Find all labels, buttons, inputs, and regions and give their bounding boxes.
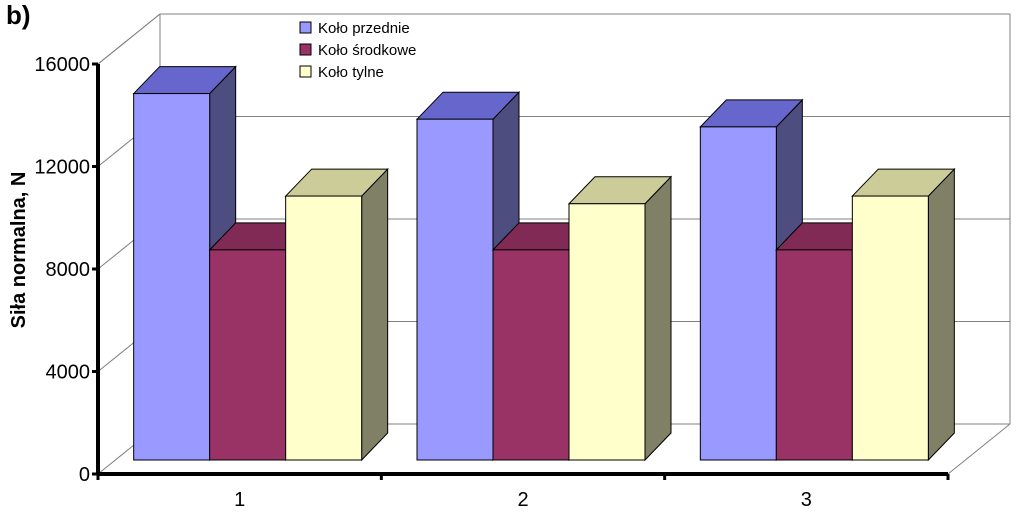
bar [209,249,287,461]
bar-side [927,167,955,462]
tick-labels: 0 4000 8000 12000 16000 1 2 3 [34,54,812,511]
x-tick-label: 2 [517,489,528,511]
y-axis-title: Siła normalna, N [8,172,30,329]
bar [416,118,494,461]
legend: Koło przednie Koło środkowe Koło tylne [299,20,416,81]
bar [699,126,777,461]
gridline [97,13,1010,65]
axes [92,62,950,480]
bar [492,249,570,461]
bar [851,195,929,461]
legend-label: Koło przednie [318,20,410,37]
panel-label: b) [6,0,31,30]
bar [133,93,211,461]
bar [568,203,646,461]
floor-right-edge [947,423,1011,475]
legend-swatch [299,43,312,56]
legend-swatch [299,21,312,34]
bar-side [361,167,389,462]
y-tick-label: 0 [79,464,90,486]
y-tick-label: 12000 [34,157,90,179]
legend-swatch [299,65,312,78]
y-tick-label: 8000 [46,259,91,281]
legend-label: Koło środkowe [318,42,416,59]
bar [285,195,363,461]
bar [775,249,853,461]
legend-label: Koło tylne [318,64,384,81]
x-tick-label: 3 [801,489,812,511]
bar-side [644,175,672,462]
bars [132,65,956,462]
y-tick-label: 16000 [34,54,90,76]
y-tick-label: 4000 [46,362,91,384]
x-tick-label: 1 [234,489,245,511]
